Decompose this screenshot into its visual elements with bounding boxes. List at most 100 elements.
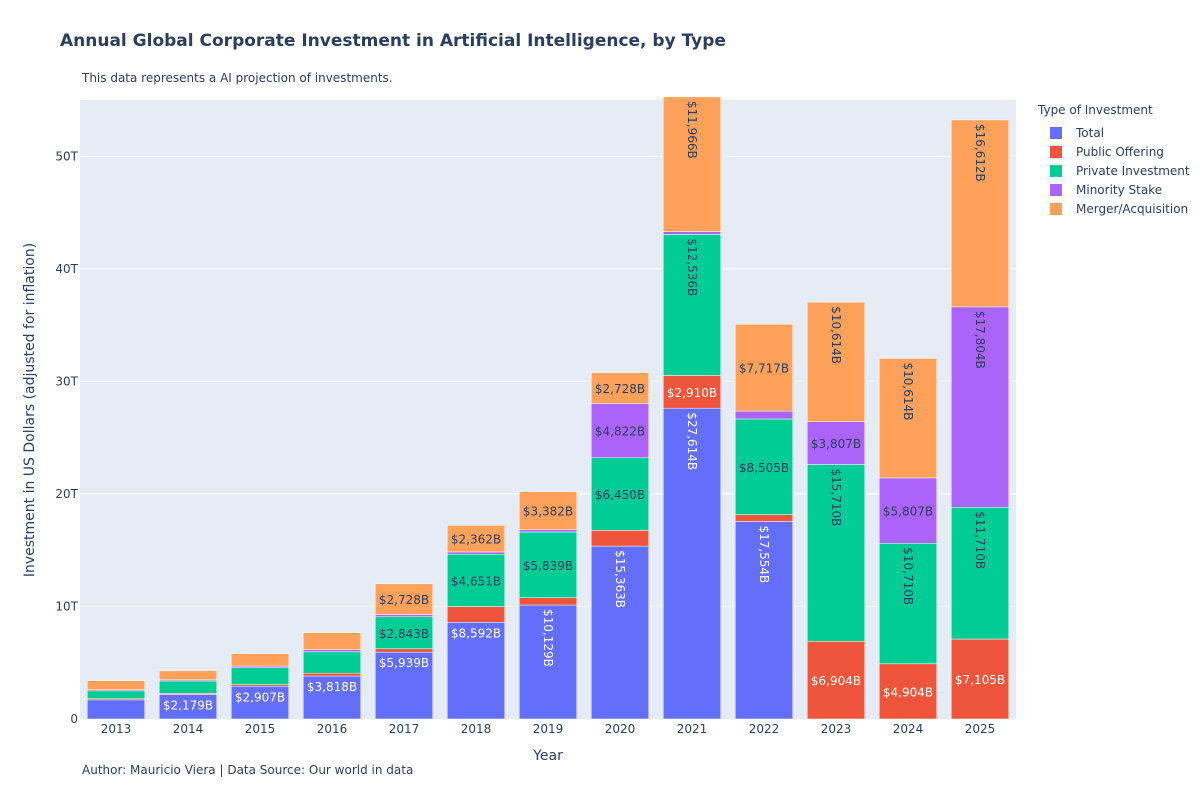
bar-public-offering-2024	[878, 663, 938, 720]
legend-label-private-investment: Private Investment	[1076, 163, 1190, 178]
bar-public-offering-2017	[374, 648, 434, 653]
bar-private-investment-2022	[734, 418, 794, 515]
bar-merger-acquisition-2017	[374, 583, 434, 615]
bar-minority-stake-2021	[662, 231, 722, 235]
bar-merger-acquisition-2020	[590, 372, 650, 404]
legend-item-minority-stake[interactable]: Minority Stake	[1038, 180, 1190, 199]
bar-public-offering-2023	[806, 641, 866, 720]
data-label: $3,807B	[811, 437, 861, 451]
legend-label-total: Total	[1076, 125, 1105, 140]
bar-total-2020	[590, 545, 650, 720]
x-tick-label: 2020	[605, 722, 636, 736]
data-label: $11,710B	[973, 511, 987, 569]
bar-private-investment-2016	[302, 651, 362, 674]
bar-minority-stake-2016	[302, 649, 362, 653]
x-tick-label: 2013	[101, 722, 132, 736]
bar-minority-stake-2023	[806, 421, 866, 465]
bar-public-offering-2019	[518, 597, 578, 606]
bar-private-investment-2025	[950, 506, 1010, 640]
data-label: $5,939B	[379, 656, 429, 670]
data-label: $10,614B	[901, 362, 915, 420]
data-label: $2,843B	[379, 627, 429, 641]
data-label: $6,904B	[811, 674, 861, 688]
data-label: $2,728B	[595, 382, 645, 396]
y-tick-label: 50T	[55, 149, 78, 163]
chart-footer: Author: Mauricio Viera | Data Source: Ou…	[82, 763, 414, 777]
bar-minority-stake-2022	[734, 410, 794, 420]
data-label: $17,804B	[973, 311, 987, 369]
x-axis-label: Year	[533, 748, 563, 764]
legend[interactable]: Type of Investment Total Public Offering…	[1038, 103, 1190, 218]
data-label: $4,822B	[595, 425, 645, 439]
data-label: $10,614B	[829, 306, 843, 364]
bar-merger-acquisition-2015	[230, 653, 290, 667]
legend-title: Type of Investment	[1038, 103, 1153, 117]
bar-minority-stake-2020	[590, 403, 650, 458]
data-label: $6,450B	[595, 488, 645, 502]
bar-public-offering-2015	[230, 684, 290, 687]
legend-item-public-offering[interactable]: Public Offering	[1038, 142, 1190, 161]
bar-private-investment-2020	[590, 457, 650, 531]
bar-merger-acquisition-2016	[302, 632, 362, 650]
bar-private-investment-2015	[230, 667, 290, 685]
data-label: $4,651B	[451, 574, 501, 588]
legend-label-public-offering: Public Offering	[1076, 144, 1164, 159]
data-label: $3,382B	[523, 505, 573, 519]
bar-minority-stake-2025	[950, 306, 1010, 508]
bar-total-2022	[734, 521, 794, 720]
bar-merger-acquisition-2019	[518, 491, 578, 530]
x-tick-label: 2014	[173, 722, 204, 736]
bar-private-investment-2018	[446, 553, 506, 607]
bar-public-offering-2021	[662, 375, 722, 409]
bar-merger-acquisition-2022	[734, 323, 794, 412]
bar-merger-acquisition-2018	[446, 525, 506, 553]
legend-item-merger-acquisition[interactable]: Merger/Acquisition	[1038, 199, 1190, 218]
data-label: $2,910B	[667, 386, 717, 400]
bar-private-investment-2014	[158, 680, 218, 694]
bar-merger-acquisition-2014	[158, 670, 218, 681]
bar-private-investment-2024	[878, 543, 938, 665]
bar-merger-acquisition-2021	[662, 96, 722, 232]
data-label: $5,807B	[883, 505, 933, 519]
bar-private-investment-2021	[662, 234, 722, 376]
bar-merger-acquisition-2013	[86, 680, 146, 690]
bar-public-offering-2025	[950, 638, 1010, 720]
bar-total-2017	[374, 651, 434, 720]
data-label: $8,592B	[451, 626, 501, 640]
y-tick-label: 40T	[55, 262, 78, 276]
legend-swatch-private-investment	[1050, 164, 1062, 177]
bar-total-2016	[302, 675, 362, 720]
y-tick-label: 10T	[55, 599, 78, 613]
data-label: $27,614B	[685, 412, 699, 470]
data-label: $2,179B	[163, 698, 213, 712]
bar-minority-stake-2017	[374, 614, 434, 618]
data-label: $7,717B	[739, 362, 789, 376]
bar-minority-stake-2019	[518, 529, 578, 533]
chart-title: Annual Global Corporate Investment in Ar…	[60, 31, 726, 51]
x-tick-label: 2022	[749, 722, 780, 736]
x-tick-label: 2018	[461, 722, 492, 736]
data-label: $16,612B	[973, 124, 987, 182]
x-tick-label: 2019	[533, 722, 564, 736]
bar-total-2018	[446, 622, 506, 720]
x-tick-label: 2023	[821, 722, 852, 736]
bar-private-investment-2013	[86, 690, 146, 699]
x-tick-label: 2021	[677, 722, 708, 736]
x-tick-label: 2024	[893, 722, 924, 736]
bar-total-2021	[662, 407, 722, 720]
data-label: $15,363B	[613, 550, 627, 608]
data-label: $10,129B	[541, 609, 555, 667]
legend-item-total[interactable]: Total	[1038, 123, 1190, 142]
x-tick-label: 2025	[965, 722, 996, 736]
data-label: $4,904B	[883, 685, 933, 699]
bar-public-offering-2020	[590, 530, 650, 547]
bar-total-2014	[158, 694, 218, 720]
legend-label-minority-stake: Minority Stake	[1076, 182, 1163, 197]
bar-public-offering-2016	[302, 672, 362, 677]
legend-swatch-minority-stake	[1050, 183, 1062, 196]
y-tick-label: 20T	[55, 487, 78, 501]
legend-item-private-investment[interactable]: Private Investment	[1038, 161, 1190, 180]
x-tick-label: 2016	[317, 722, 348, 736]
bar-public-offering-2022	[734, 514, 794, 522]
